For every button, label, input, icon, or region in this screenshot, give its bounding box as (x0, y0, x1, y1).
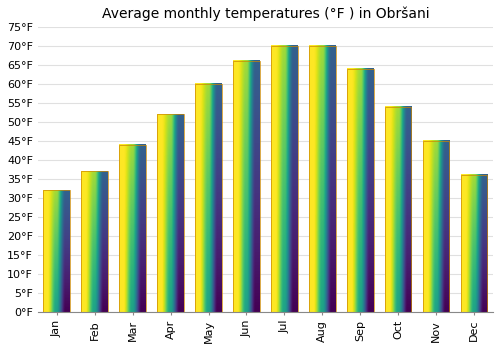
Bar (44, 190, 70, 312)
Bar (271, 46, 297, 312)
Bar (385, 107, 411, 312)
Bar (158, 114, 184, 312)
Bar (347, 69, 374, 312)
Bar (461, 175, 487, 312)
Bar (309, 46, 336, 312)
Bar (233, 61, 260, 312)
Bar (120, 145, 146, 312)
Bar (423, 141, 450, 312)
Title: Average monthly temperatures (°F ) in Obršani: Average monthly temperatures (°F ) in Ob… (102, 7, 429, 21)
Bar (82, 172, 108, 312)
Bar (195, 84, 222, 312)
